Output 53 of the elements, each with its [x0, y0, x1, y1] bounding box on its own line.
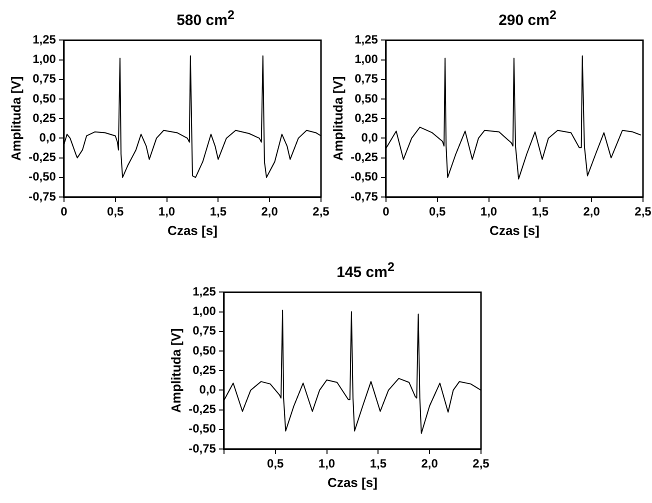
x-tick-label: 0: [60, 204, 68, 219]
x-tick-label: 0,5: [107, 204, 124, 219]
y-tick-label: 0,50: [192, 343, 216, 358]
chart-title: 580 cm$^{2}$: [176, 8, 236, 30]
x-tick-label: 1,5: [210, 204, 227, 219]
y-tick-label: 1,25: [192, 284, 216, 299]
x-axis-title: Czas [s]: [328, 474, 378, 490]
x-tick-label: 2,5: [634, 204, 652, 219]
y-tick-label: -0,25: [350, 150, 378, 164]
chart-title: 290 cm$^{2}$: [498, 8, 558, 30]
y-tick-label: -0,50: [28, 170, 56, 184]
x-tick-label: 2,0: [583, 204, 600, 219]
x-tick-label: 1,0: [158, 204, 176, 219]
y-tick-label: 1,00: [32, 52, 56, 66]
y-tick-label: 1,00: [354, 52, 378, 66]
x-axis-title: Czas [s]: [168, 222, 218, 238]
y-tick-label: -0,25: [28, 150, 56, 164]
x-tick-label: 0,5: [267, 456, 284, 471]
x-tick-label: 0,5: [429, 204, 446, 219]
y-tick-label: 0,25: [354, 110, 378, 125]
y-axis-title: Amplituda [V]: [330, 76, 346, 161]
chart-title: 145 cm$^{2}$: [336, 260, 396, 282]
y-tick-label: 0,75: [32, 72, 56, 86]
y-axis-title: Amplituda [V]: [8, 76, 24, 161]
y-tick-label: 0,75: [354, 72, 378, 86]
y-tick-label: 0,0: [39, 130, 56, 145]
y-tick-label: 0,50: [354, 91, 378, 106]
y-axis-title: Amplituda [V]: [168, 328, 184, 413]
y-tick-label: 0,0: [199, 382, 216, 397]
x-tick-label: 1,5: [370, 456, 387, 471]
x-tick-label: 1,5: [532, 204, 549, 219]
y-tick-label: -0,50: [188, 422, 216, 436]
x-tick-label: 1,0: [480, 204, 498, 219]
x-tick-label: 1,0: [318, 456, 336, 471]
x-tick-label: 0: [382, 204, 390, 219]
y-tick-label: 1,25: [354, 32, 378, 47]
x-tick-label: 2,0: [261, 204, 278, 219]
x-tick-label: 2,5: [472, 456, 490, 471]
y-tick-label: 0,25: [32, 110, 56, 125]
y-tick-label: -0,75: [350, 189, 378, 204]
y-tick-label: 0,75: [192, 324, 216, 338]
y-tick-label: 0,50: [32, 91, 56, 106]
x-tick-label: 2,5: [312, 204, 330, 219]
y-tick-label: -0,25: [188, 402, 216, 416]
y-tick-label: -0,75: [188, 441, 216, 456]
y-tick-label: -0,50: [350, 170, 378, 184]
x-axis-title: Czas [s]: [490, 222, 540, 238]
y-tick-label: 1,00: [192, 304, 216, 318]
y-tick-label: 0,25: [192, 362, 216, 377]
y-tick-label: 0,0: [361, 130, 378, 145]
x-tick-label: 2,0: [421, 456, 438, 471]
y-tick-label: -0,75: [28, 189, 56, 204]
y-tick-label: 1,25: [32, 32, 56, 47]
